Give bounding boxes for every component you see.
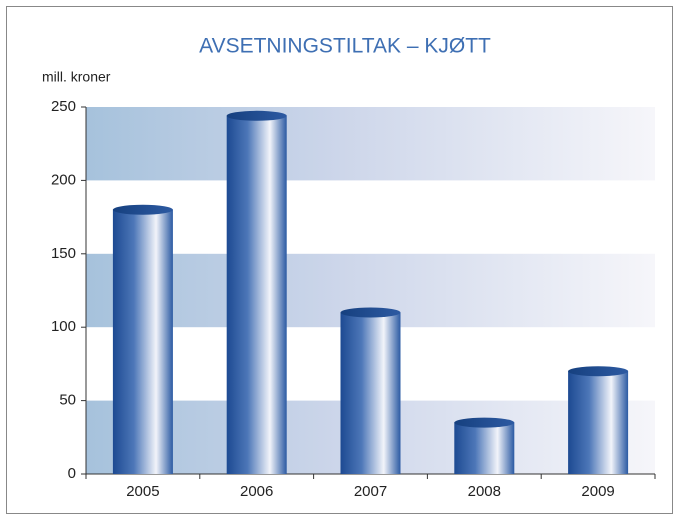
- bar-cap: [340, 307, 401, 318]
- y-tick-label: 0: [68, 465, 76, 482]
- y-tick-label: 200: [51, 171, 76, 188]
- bar-body: [454, 422, 515, 474]
- bar-body: [340, 312, 401, 474]
- bar-body: [226, 115, 287, 475]
- bar-cap: [226, 110, 287, 121]
- x-tick-label: 2006: [240, 483, 273, 500]
- bar: [340, 307, 401, 474]
- bar: [226, 110, 287, 475]
- bar-body: [568, 371, 629, 474]
- bar: [112, 204, 173, 474]
- chart-title: AVSETNINGSTILTAK – KJØTT: [199, 35, 491, 58]
- y-tick-label: 150: [51, 245, 76, 262]
- bar-cap: [568, 366, 629, 377]
- bar: [568, 366, 629, 474]
- x-tick-label: 2007: [354, 483, 387, 500]
- y-axis-label: mill. kroner: [42, 69, 111, 85]
- x-tick-label: 2008: [468, 483, 501, 500]
- bar: [454, 417, 515, 474]
- x-tick-label: 2009: [581, 483, 614, 500]
- x-tick-label: 2005: [126, 483, 159, 500]
- y-tick-label: 50: [59, 392, 76, 409]
- y-tick-label: 100: [51, 318, 76, 335]
- background-band: [86, 107, 655, 181]
- bar-cap: [454, 417, 515, 428]
- bar-cap: [112, 204, 173, 215]
- bar-body: [112, 209, 173, 474]
- y-tick-label: 250: [51, 98, 76, 115]
- frame: [6, 6, 673, 514]
